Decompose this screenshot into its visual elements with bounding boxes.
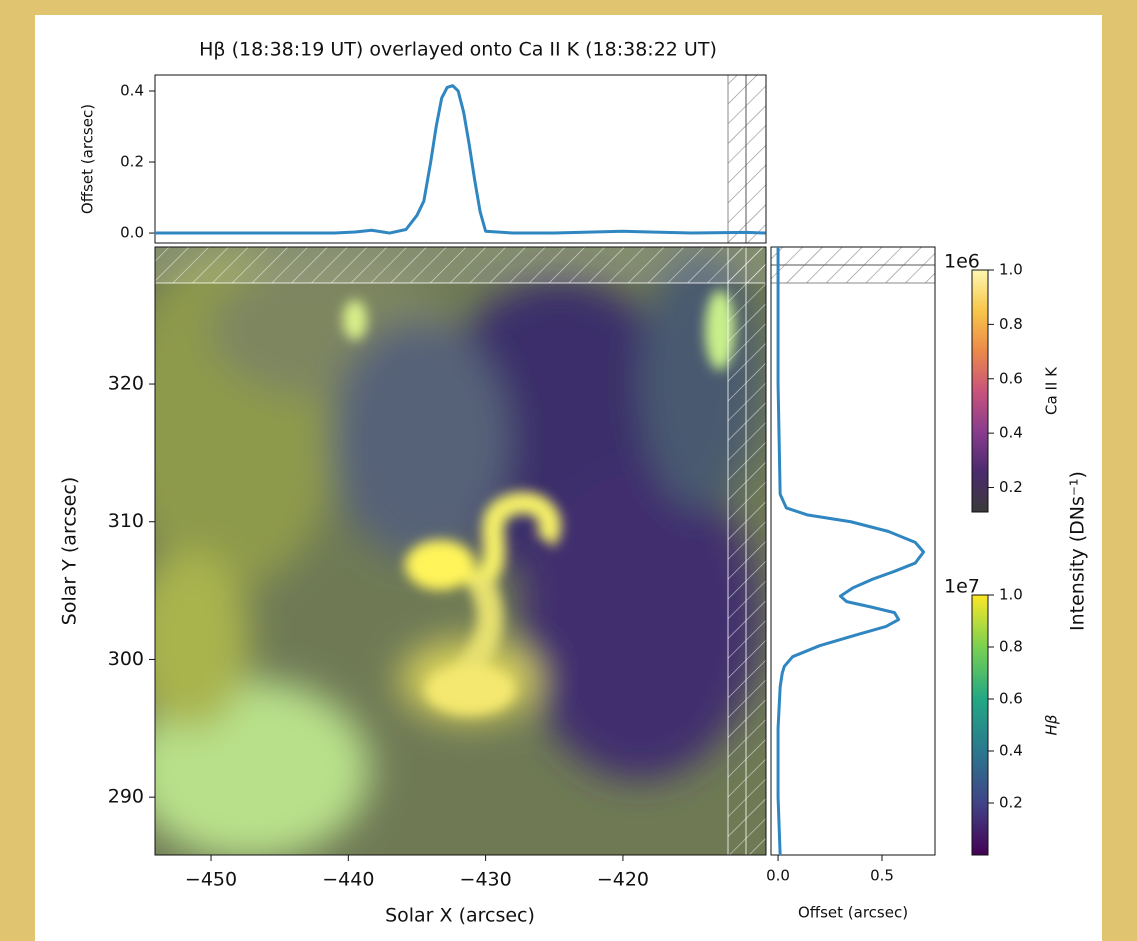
x-tick-label: −430: [460, 869, 512, 891]
colorbar: [971, 269, 989, 513]
colorbar-label: Hβ: [1043, 714, 1061, 735]
colorbar-tick-label: 0.6: [999, 369, 1023, 387]
colorbar-tick-label: 0.4: [999, 742, 1023, 760]
y-tick-label: 300: [108, 648, 144, 670]
colorbar-offset-text: 1e6: [944, 251, 980, 273]
colorbar-tick-label: 0.2: [999, 478, 1023, 496]
y-tick-label: 0.4: [120, 81, 144, 99]
colorbar-label: Ca II K: [1043, 366, 1061, 415]
colorbar-tick-label: 0.8: [999, 315, 1023, 333]
y-axis-label: Solar Y (arcsec): [59, 477, 81, 625]
colorbar-tick-label: 0.4: [999, 424, 1023, 442]
solar-image: [155, 247, 766, 855]
x-tick-label: −450: [185, 869, 237, 891]
colorbar-offset-text: 1e7: [944, 576, 980, 598]
x-tick-label: −440: [322, 869, 374, 891]
profile-line: [154, 84, 766, 235]
y-tick-label: 290: [108, 786, 144, 808]
colorbar-tick-label: 0.8: [999, 638, 1023, 656]
y-axis-label: Offset (arcsec): [79, 104, 97, 214]
axes-frame: [154, 246, 767, 856]
y-tick-label: 0.0: [120, 224, 144, 242]
x-tick-label: −420: [597, 869, 649, 891]
colorbar-tick-label: 1.0: [999, 261, 1023, 279]
axes-frame: [154, 74, 767, 244]
colorbar-tick-label: 1.0: [999, 586, 1023, 604]
colorbar-tick-label: 0.2: [999, 794, 1023, 812]
x-axis-label: Solar X (arcsec): [385, 905, 535, 927]
hatch-region: [728, 75, 766, 243]
colorbar-shared-label: Intensity (DNs⁻¹): [1067, 471, 1089, 631]
x-tick-label: 0.5: [870, 867, 894, 885]
axes-frame: [770, 246, 936, 856]
y-tick-label: 310: [108, 510, 144, 532]
x-tick-label: 0.0: [766, 867, 790, 885]
colorbar-tick-label: 0.6: [999, 690, 1023, 708]
y-tick-label: 0.2: [120, 153, 144, 171]
colorbar: [971, 594, 989, 856]
profile-line: [776, 247, 926, 856]
y-tick-label: 320: [108, 373, 144, 395]
x-axis-label: Offset (arcsec): [798, 904, 908, 922]
chart-title: Hβ (18:38:19 UT) overlayed onto Ca II K …: [199, 39, 717, 61]
